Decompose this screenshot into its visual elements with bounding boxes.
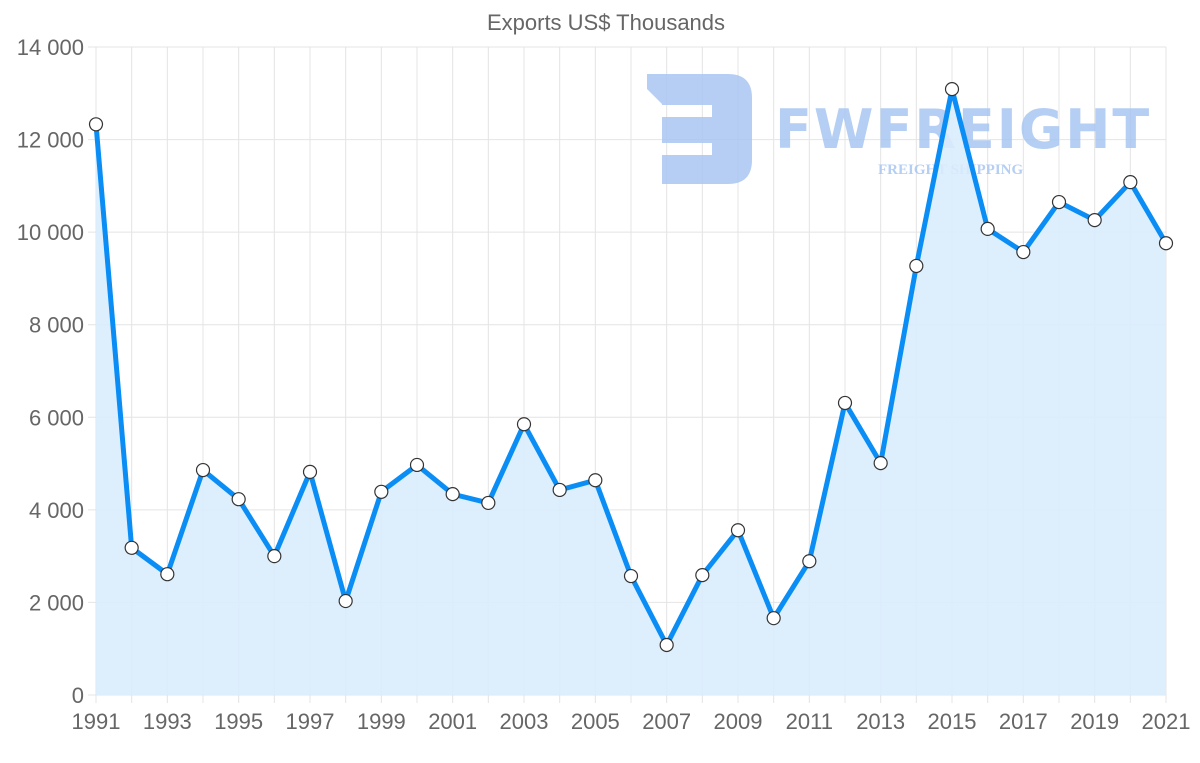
x-tick-label: 2003 bbox=[500, 709, 549, 734]
data-point-1994[interactable] bbox=[195, 462, 211, 478]
watermark-logo-mark bbox=[647, 74, 752, 184]
y-tick-label: 12 000 bbox=[17, 128, 84, 153]
data-point-1996[interactable] bbox=[267, 549, 282, 564]
y-tick-label: 8 000 bbox=[29, 313, 84, 338]
data-point-2015[interactable] bbox=[944, 82, 960, 97]
data-point-2013[interactable] bbox=[873, 456, 888, 471]
x-tick-label: 2001 bbox=[428, 709, 477, 734]
data-point-2016[interactable] bbox=[980, 221, 995, 237]
fwfreight-watermark-logo: FWFREIGHT FREIGHT SHIPPING bbox=[647, 74, 1149, 184]
data-point-2008[interactable] bbox=[695, 568, 710, 583]
x-tick-label: 1997 bbox=[286, 709, 335, 734]
y-tick-label: 6 000 bbox=[29, 405, 84, 430]
x-tick-label: 1999 bbox=[357, 709, 406, 734]
data-point-1991[interactable] bbox=[88, 117, 104, 132]
data-point-2005[interactable] bbox=[588, 473, 603, 488]
y-tick-label: 4 000 bbox=[29, 498, 84, 523]
data-point-2019[interactable] bbox=[1087, 213, 1102, 228]
data-point-2011[interactable] bbox=[802, 554, 817, 569]
x-tick-label: 1995 bbox=[214, 709, 263, 734]
data-point-2018[interactable] bbox=[1051, 194, 1067, 210]
data-point-2002[interactable] bbox=[481, 495, 496, 511]
y-tick-label: 10 000 bbox=[17, 220, 84, 245]
data-point-1995[interactable] bbox=[231, 492, 246, 507]
data-point-2012[interactable] bbox=[837, 395, 853, 411]
data-point-1999[interactable] bbox=[374, 484, 389, 499]
x-tick-label: 2005 bbox=[571, 709, 620, 734]
data-point-2006[interactable] bbox=[623, 568, 639, 584]
x-tick-label: 2019 bbox=[1070, 709, 1119, 734]
x-tick-label: 2021 bbox=[1142, 709, 1191, 734]
y-tick-label: 0 bbox=[72, 683, 84, 708]
data-point-1993[interactable] bbox=[160, 567, 175, 582]
data-point-2007[interactable] bbox=[659, 637, 674, 653]
data-point-2017[interactable] bbox=[1016, 244, 1031, 260]
x-tick-label: 2015 bbox=[928, 709, 977, 734]
x-tick-label: 1993 bbox=[143, 709, 192, 734]
x-tick-label: 2007 bbox=[642, 709, 691, 734]
chart-title: Exports US$ Thousands bbox=[487, 10, 725, 35]
data-point-2003[interactable] bbox=[516, 417, 532, 432]
x-tick-label: 2011 bbox=[786, 709, 833, 734]
data-point-2021[interactable] bbox=[1158, 236, 1174, 251]
x-tick-label: 2013 bbox=[856, 709, 905, 734]
data-point-2020[interactable] bbox=[1123, 175, 1138, 190]
data-point-2014[interactable] bbox=[909, 258, 924, 274]
series-area-fill bbox=[96, 89, 1166, 696]
data-point-2010[interactable] bbox=[766, 611, 781, 626]
y-tick-label: 2 000 bbox=[29, 590, 84, 615]
x-tick-label: 1991 bbox=[72, 709, 121, 734]
y-tick-label: 14 000 bbox=[17, 35, 84, 60]
data-point-2001[interactable] bbox=[445, 487, 460, 502]
data-point-2000[interactable] bbox=[409, 457, 425, 473]
data-point-1998[interactable] bbox=[338, 593, 353, 609]
x-tick-label: 2009 bbox=[714, 709, 763, 734]
data-point-2009[interactable] bbox=[730, 523, 746, 538]
data-point-2004[interactable] bbox=[552, 482, 567, 498]
data-point-1997[interactable] bbox=[302, 464, 318, 480]
data-point-1992[interactable] bbox=[124, 540, 139, 555]
x-tick-label: 2017 bbox=[999, 709, 1048, 734]
